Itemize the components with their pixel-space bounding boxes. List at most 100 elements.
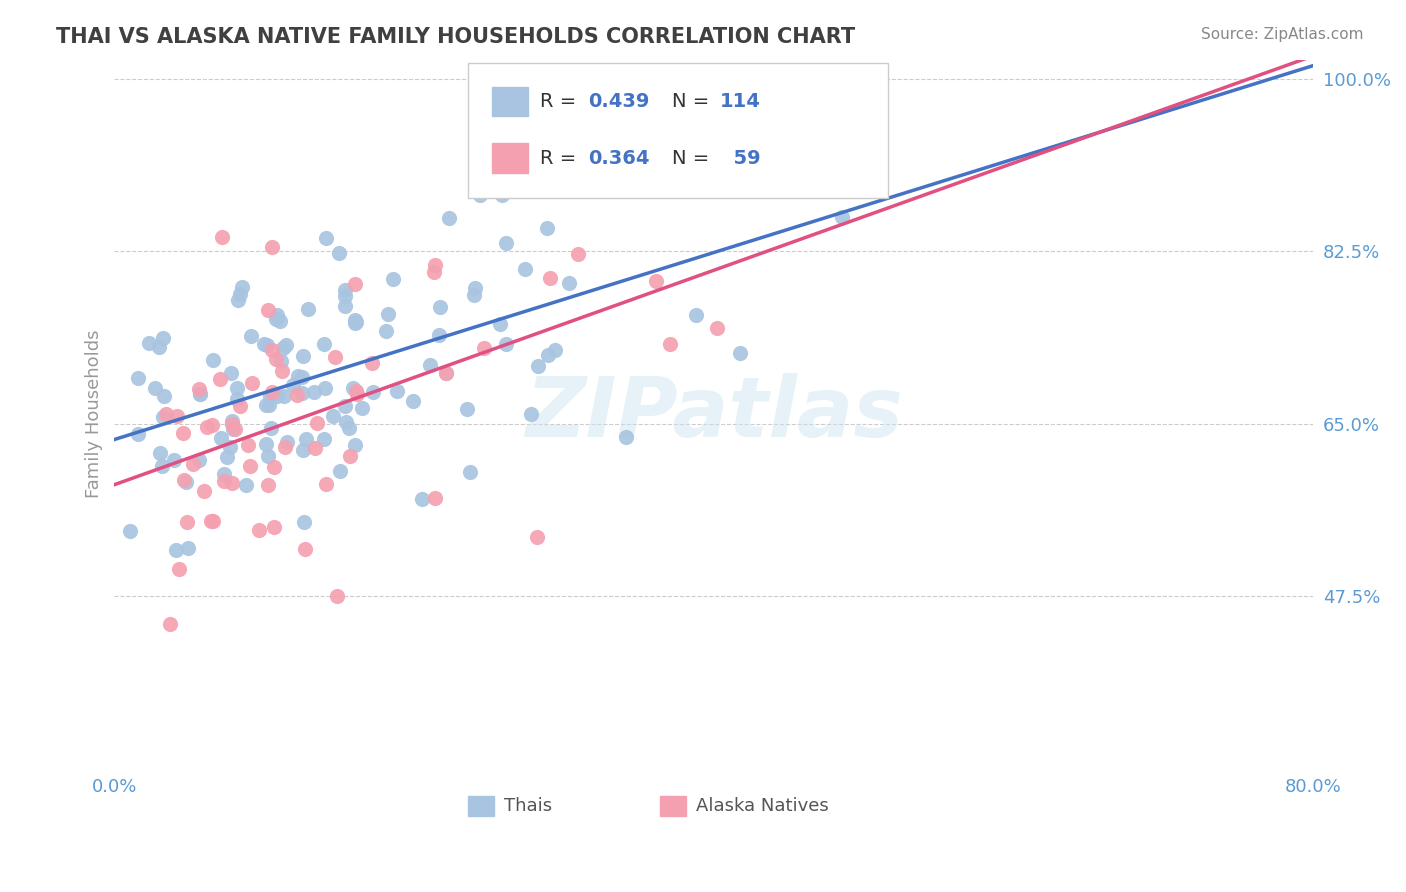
Point [526, 531, 548, 545]
Point [174, 475, 197, 490]
Point [315, 477, 337, 491]
Point [567, 246, 589, 260]
Point [176, 515, 198, 529]
Point [269, 313, 291, 327]
Point [402, 394, 425, 409]
Point [239, 458, 262, 473]
Point [118, 524, 141, 538]
Point [305, 416, 328, 430]
Point [381, 271, 404, 285]
Point [458, 465, 481, 479]
Point [352, 401, 374, 415]
Point [314, 381, 336, 395]
Point [411, 492, 433, 507]
Point [578, 156, 600, 170]
Point [374, 325, 396, 339]
Point [263, 460, 285, 475]
Point [329, 464, 352, 478]
Point [201, 417, 224, 432]
Point [257, 303, 280, 318]
Point [159, 617, 181, 632]
Point [614, 430, 637, 444]
Text: R =: R = [540, 92, 582, 111]
Point [229, 287, 252, 301]
Point [260, 421, 283, 435]
Point [219, 366, 242, 380]
Point [195, 419, 218, 434]
Text: ZIPatlas: ZIPatlas [524, 373, 903, 454]
Point [291, 386, 314, 401]
Point [231, 279, 253, 293]
Point [202, 353, 225, 368]
Point [328, 246, 350, 260]
Point [138, 335, 160, 350]
Point [193, 483, 215, 498]
Point [294, 541, 316, 556]
Point [343, 277, 366, 291]
Point [292, 515, 315, 529]
Text: 59: 59 [720, 149, 761, 168]
Point [127, 427, 149, 442]
Point [527, 359, 550, 374]
Point [464, 280, 486, 294]
Point [765, 133, 787, 147]
Point [149, 446, 172, 460]
Point [153, 389, 176, 403]
Point [419, 358, 441, 372]
Point [377, 307, 399, 321]
Point [659, 337, 682, 351]
Point [229, 399, 252, 413]
Point [363, 385, 385, 400]
Point [283, 378, 305, 392]
Text: N =: N = [672, 149, 716, 168]
Point [167, 562, 190, 576]
Point [165, 542, 187, 557]
Point [297, 302, 319, 317]
Point [257, 449, 280, 463]
Point [181, 457, 204, 471]
Point [337, 421, 360, 435]
Point [187, 383, 209, 397]
Point [221, 417, 243, 431]
Point [533, 137, 555, 152]
Point [217, 450, 239, 464]
Point [274, 440, 297, 454]
Bar [659, 797, 686, 816]
Point [439, 211, 461, 225]
Point [423, 491, 446, 505]
Point [434, 366, 457, 380]
Point [226, 381, 249, 395]
Point [536, 221, 558, 235]
Text: Thais: Thais [503, 797, 553, 815]
Point [291, 349, 314, 363]
Point [339, 449, 361, 463]
Point [315, 231, 337, 245]
Point [238, 438, 260, 452]
Point [291, 443, 314, 458]
Point [276, 434, 298, 449]
Point [259, 389, 281, 403]
Point [285, 388, 308, 402]
Point [201, 514, 224, 528]
Text: Source: ZipAtlas.com: Source: ZipAtlas.com [1201, 27, 1364, 42]
Bar [492, 87, 529, 116]
Point [346, 387, 368, 401]
Point [256, 478, 278, 492]
Point [143, 381, 166, 395]
Point [474, 341, 496, 355]
Point [127, 371, 149, 385]
Point [177, 541, 200, 555]
Point [212, 474, 235, 488]
Point [323, 350, 346, 364]
Point [247, 523, 270, 537]
Point [322, 409, 344, 423]
Point [706, 320, 728, 334]
Point [456, 401, 478, 416]
Point [427, 327, 450, 342]
Point [172, 425, 194, 440]
Bar [468, 797, 495, 816]
Point [239, 328, 262, 343]
Point [221, 414, 243, 428]
Point [335, 415, 357, 429]
Point [254, 398, 277, 412]
